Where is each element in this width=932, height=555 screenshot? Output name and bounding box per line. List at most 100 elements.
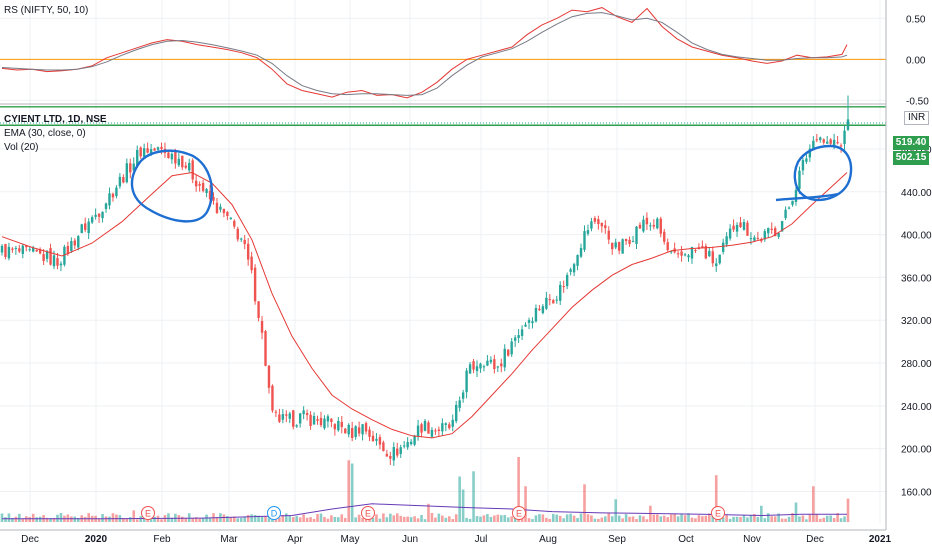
candle-body xyxy=(562,286,565,288)
candle-body xyxy=(746,222,749,236)
candle-body xyxy=(791,200,794,205)
earnings-marker-circle xyxy=(141,506,155,520)
candle-body xyxy=(385,453,389,457)
candle-body xyxy=(378,437,382,445)
volume-bar xyxy=(382,513,385,522)
volume-bar xyxy=(378,518,382,522)
candle-body xyxy=(42,254,45,261)
volume-bar xyxy=(354,517,357,522)
volume-bar xyxy=(361,518,364,522)
candle-body xyxy=(111,193,115,198)
candle-body xyxy=(451,419,454,427)
candle-body xyxy=(631,240,635,242)
volume-bar xyxy=(350,463,354,522)
candle-body xyxy=(486,360,489,366)
candle-body xyxy=(739,222,742,227)
vol-legend: Vol (20) xyxy=(4,142,39,153)
volume-bar xyxy=(683,515,687,522)
event-marker-earnings[interactable]: E xyxy=(512,506,526,520)
candle-body xyxy=(801,160,805,171)
volume-bar xyxy=(746,517,749,522)
candle-body xyxy=(104,203,108,209)
candle-body xyxy=(38,249,42,254)
candle-body xyxy=(441,423,444,432)
volume-bar xyxy=(187,513,191,522)
candle-body xyxy=(170,153,174,160)
volume-bar xyxy=(454,514,458,522)
earnings-marker-label: E xyxy=(516,509,522,519)
volume-bar xyxy=(31,513,35,522)
candle-body xyxy=(257,301,260,318)
candle-body xyxy=(565,274,569,287)
volume-bar xyxy=(295,516,299,522)
candle-body xyxy=(281,414,285,420)
candle-body xyxy=(611,242,614,250)
earnings-marker-label: E xyxy=(145,509,151,519)
volume-bar xyxy=(267,514,271,522)
candle-body xyxy=(295,425,298,427)
volume-bar xyxy=(565,514,569,522)
volume-bar xyxy=(406,516,409,522)
candle-body xyxy=(361,424,364,435)
volume-bar xyxy=(430,512,434,522)
rs-tick-label-2: -0.50 xyxy=(906,96,929,107)
event-marker-dividend[interactable]: D xyxy=(267,506,281,520)
price-tick-label-4: 320.00 xyxy=(901,316,932,327)
volume-bar xyxy=(458,476,461,522)
volume-bar xyxy=(704,515,708,522)
candle-body xyxy=(409,441,413,445)
grid-lines xyxy=(0,0,886,523)
rs-indicator-pane[interactable] xyxy=(0,7,886,99)
volume-bar xyxy=(815,513,819,522)
candle-body xyxy=(583,231,586,250)
candle-body xyxy=(264,331,267,366)
candle-body xyxy=(507,349,510,356)
candle-body xyxy=(146,148,149,153)
candle-body xyxy=(715,263,718,267)
candle-body xyxy=(66,246,70,254)
candle-body xyxy=(260,321,264,333)
candle-body xyxy=(642,219,645,232)
volume-bar xyxy=(184,518,188,522)
volume-bar xyxy=(170,517,174,522)
candle-body xyxy=(160,146,163,149)
volume-bar xyxy=(770,516,774,522)
candle-body xyxy=(659,218,662,234)
volume-bar xyxy=(87,513,90,522)
candle-body xyxy=(219,206,222,210)
volume-bar xyxy=(11,517,14,522)
candle-body xyxy=(461,392,465,399)
event-marker-earnings[interactable]: E xyxy=(361,506,375,520)
event-marker-earnings[interactable]: E xyxy=(711,506,725,520)
candle-body xyxy=(344,428,347,434)
candle-body xyxy=(846,119,850,130)
price-pane[interactable] xyxy=(0,95,886,466)
candle-body xyxy=(302,410,305,415)
candle-body xyxy=(555,299,558,301)
volume-bar xyxy=(101,514,104,522)
event-marker-earnings[interactable]: E xyxy=(141,506,155,520)
candle-body xyxy=(18,248,21,252)
candle-body xyxy=(226,212,229,217)
candle-body xyxy=(416,425,420,437)
volume-bar xyxy=(753,513,756,522)
volume-bar xyxy=(839,518,843,522)
volume-bar xyxy=(673,513,676,522)
volume-bar xyxy=(728,518,732,522)
time-tick-label-10: Oct xyxy=(678,534,694,545)
volume-bar xyxy=(7,513,11,522)
volume-bar xyxy=(708,513,711,522)
candle-body xyxy=(333,424,337,430)
candle-body xyxy=(35,249,38,252)
time-tick-label-5: May xyxy=(341,534,360,545)
volume-bar xyxy=(756,517,760,522)
symbol-legend: CYIENT LTD, 1D, NSE xyxy=(4,114,107,125)
volume-bar xyxy=(479,516,482,522)
volume-bar xyxy=(482,515,486,522)
candle-body xyxy=(787,207,791,209)
candle-body xyxy=(115,187,118,197)
volume-bar xyxy=(122,518,125,522)
